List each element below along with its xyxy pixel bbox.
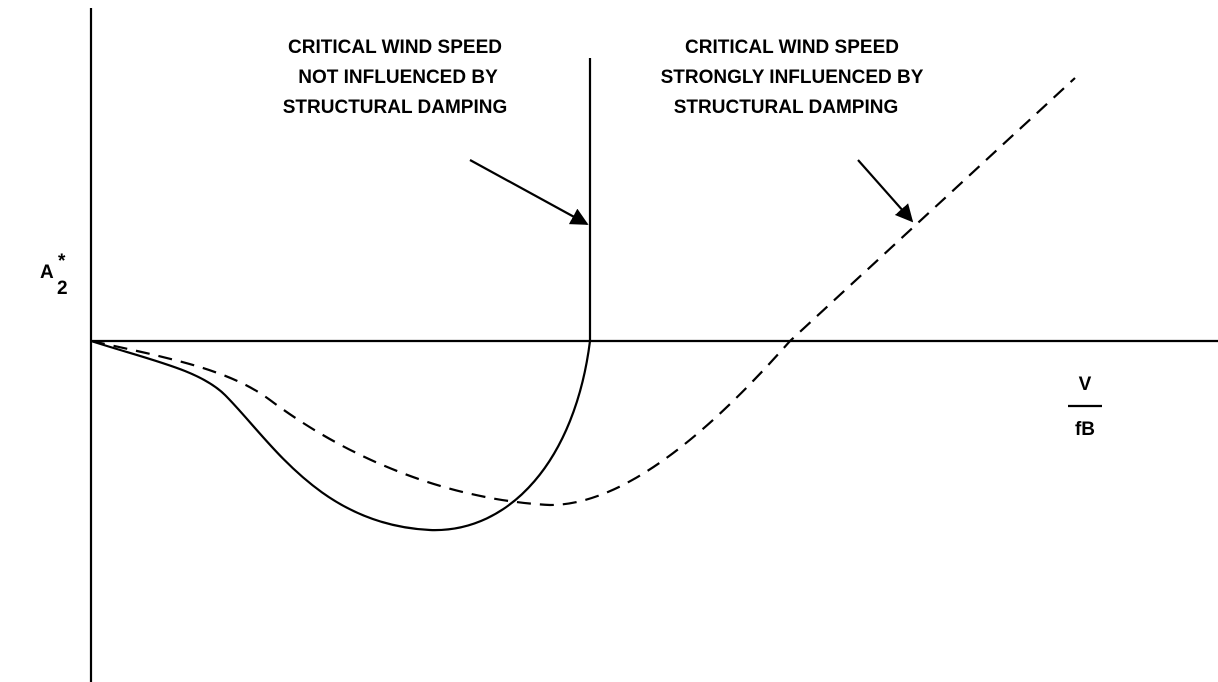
x-axis-label-denominator: fB [1075, 419, 1095, 440]
y-axis-label: A [40, 262, 54, 283]
solid-curve [90, 58, 592, 532]
y-axis-label-subscript: 2 [57, 278, 68, 299]
dashed-curve [90, 77, 1076, 507]
annotation-line: CRITICAL WIND SPEED [288, 37, 502, 58]
x-axis-label-numerator: V [1079, 374, 1092, 395]
arrow [469, 159, 589, 225]
arrow [857, 159, 914, 223]
y-axis-label-superscript: * [58, 251, 66, 272]
annotation-line: STRUCTURAL DAMPING [674, 97, 898, 118]
annotation-line: STRUCTURAL DAMPING [283, 97, 507, 118]
annotation-line: CRITICAL WIND SPEED [685, 37, 899, 58]
annotation-line: NOT INFLUENCED BY [298, 67, 498, 88]
annotation-line: STRONGLY INFLUENCED BY [661, 67, 924, 88]
